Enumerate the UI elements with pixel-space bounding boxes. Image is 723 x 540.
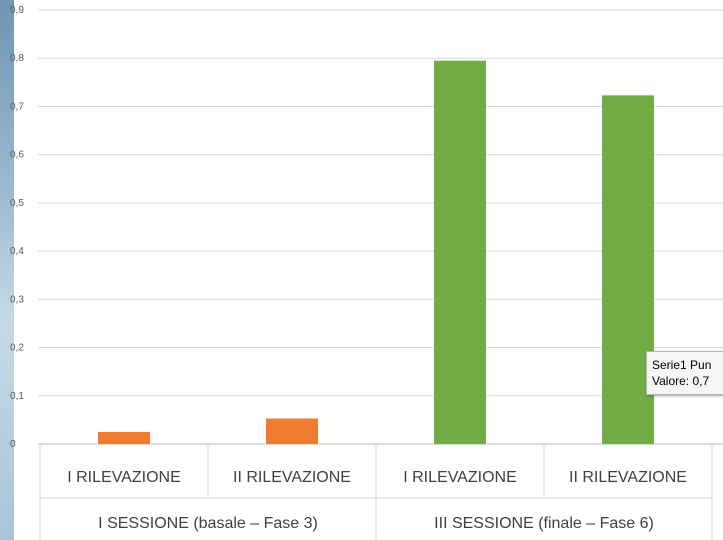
background-strip: [0, 0, 14, 540]
bar: [602, 95, 654, 444]
category-label: II RILEVAZIONE: [233, 469, 351, 486]
y-tick-label: 0,1: [10, 391, 24, 402]
bar: [266, 418, 318, 444]
data-point-tooltip: Serie1 Pun Valore: 0,7: [646, 351, 723, 395]
category-label: I RILEVAZIONE: [403, 469, 517, 486]
y-tick-label: 0,5: [10, 198, 24, 209]
tooltip-value-line: Valore: 0,7: [652, 374, 710, 388]
bar: [98, 431, 150, 444]
y-tick-label: 0,7: [10, 101, 24, 112]
y-tick-label: 0,6: [10, 150, 24, 161]
group-label: I SESSIONE (basale – Fase 3): [98, 515, 318, 532]
y-tick-label: 0: [10, 439, 16, 450]
bar: [434, 60, 486, 445]
category-label: II RILEVAZIONE: [569, 469, 687, 486]
group-label: III SESSIONE (finale – Fase 6): [434, 515, 654, 532]
y-tick-label: 0,9: [10, 5, 24, 16]
y-tick-label: 0,2: [10, 343, 24, 354]
tooltip-series-line: Serie1 Pun: [652, 358, 712, 372]
y-tick-label: 0,3: [10, 294, 24, 305]
category-label: I RILEVAZIONE: [67, 469, 181, 486]
y-tick-label: 0,8: [10, 53, 24, 64]
y-tick-label: 0,4: [10, 246, 24, 257]
